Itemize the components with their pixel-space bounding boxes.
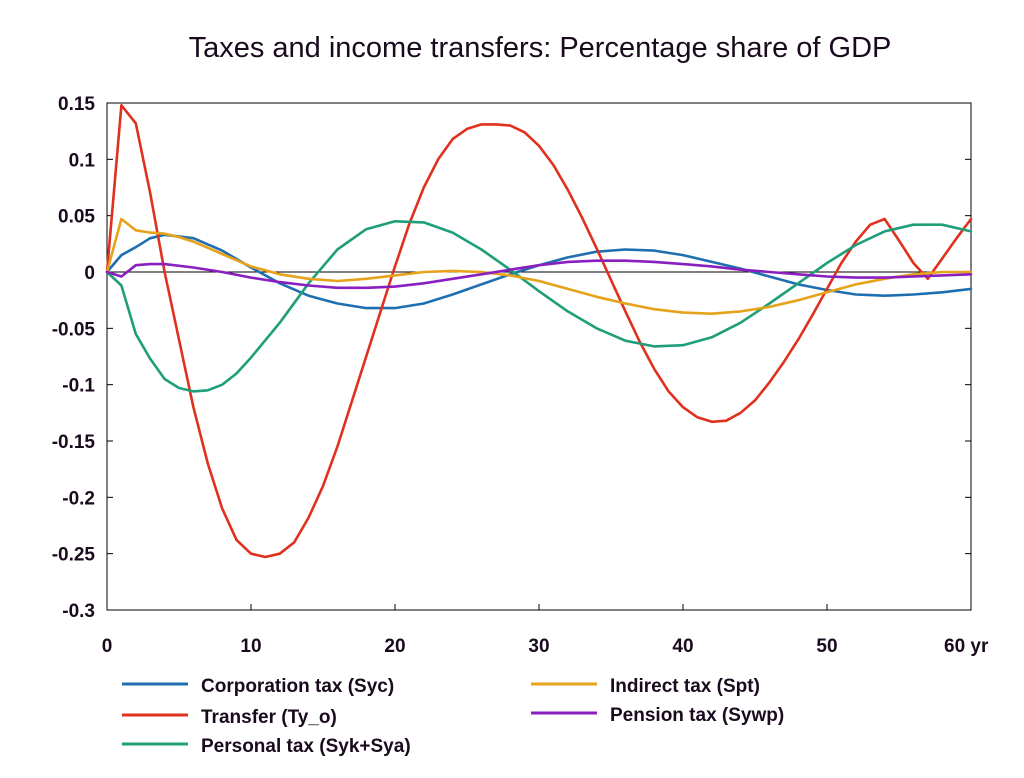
legend-label-transfer-ty-o: Transfer (Ty_o) <box>201 707 337 728</box>
x-tick-label: 40 <box>672 636 693 657</box>
y-tick-label: -0.1 <box>62 376 95 397</box>
x-tick-label: 10 <box>240 636 261 657</box>
chart-legend: Corporation tax (Syc) Transfer (Ty_o) Pers… <box>122 676 784 757</box>
series-line-indirect-tax-spt <box>105 217 973 316</box>
series-line-personal-tax-syk-sya <box>105 220 973 393</box>
x-tick-label: 60 yr <box>944 636 989 657</box>
x-tick-label: 0 <box>102 636 113 657</box>
chart-series <box>105 104 973 559</box>
legend-label-pension-tax-sywp: Pension tax (Sywp) <box>610 705 784 726</box>
y-tick-label: 0.05 <box>58 207 95 228</box>
x-tick-label: 30 <box>528 636 549 657</box>
y-tick-label: 0 <box>84 263 95 284</box>
chart-title: Taxes and income transfers: Percentage s… <box>188 32 892 64</box>
y-tick-label: -0.25 <box>52 545 96 566</box>
y-tick-label: -0.05 <box>52 319 96 340</box>
legend-label-personal-tax-syk-sya: Personal tax (Syk+Sya) <box>201 736 411 757</box>
chart-axes: 0.15 0.1 0.05 0 -0.05 -0.1 -0.15 -0.2 -0.25 -0.3 0… <box>52 94 989 657</box>
plot-frame <box>106 102 972 611</box>
series-line-corporation-tax-syc <box>105 233 973 310</box>
x-tick-label: 20 <box>384 636 405 657</box>
y-tick-label: 0.15 <box>58 94 95 115</box>
legend-label-corporation-tax-syc: Corporation tax (Syc) <box>201 676 394 697</box>
y-tick-label: 0.1 <box>69 150 96 171</box>
series-line-pension-tax-sywp <box>105 259 973 290</box>
y-tick-label: -0.3 <box>62 601 95 622</box>
series-line-transfer-ty-o <box>105 104 973 559</box>
y-tick-label: -0.2 <box>62 488 95 509</box>
legend-label-indirect-tax-spt: Indirect tax (Spt) <box>610 676 760 697</box>
x-tick-label: 50 <box>816 636 837 657</box>
y-tick-label: -0.15 <box>52 432 96 453</box>
